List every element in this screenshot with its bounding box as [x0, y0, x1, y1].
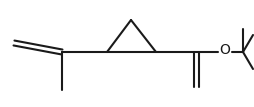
- Text: O: O: [219, 43, 230, 57]
